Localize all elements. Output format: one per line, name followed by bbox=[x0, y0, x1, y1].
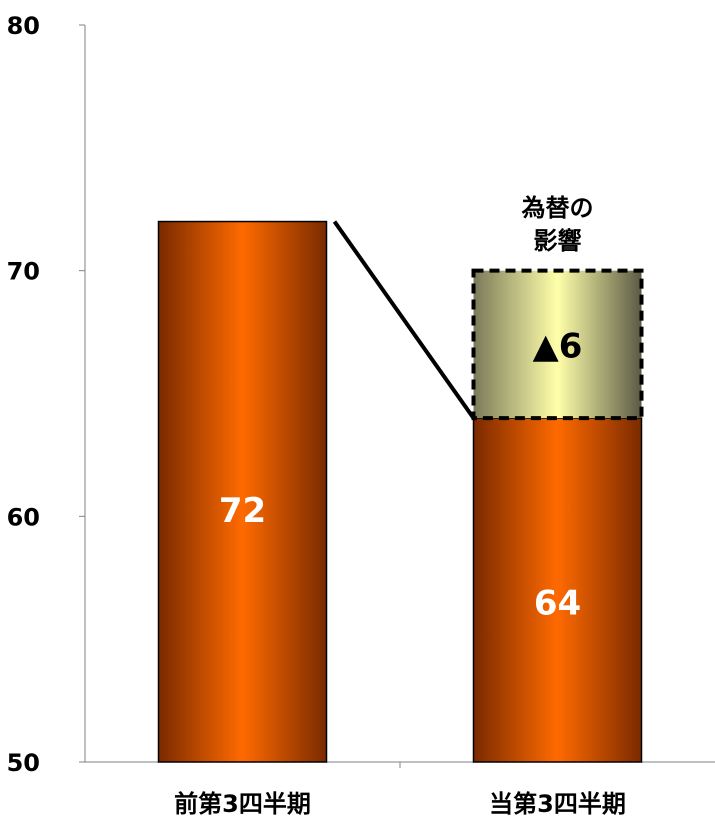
x-tick-label: 当第3四半期 bbox=[489, 790, 626, 818]
fx-effect-box bbox=[471, 268, 644, 421]
bar-value-label: 72 bbox=[219, 491, 266, 531]
axes: 50 60 70 80 bbox=[7, 12, 715, 777]
fx-title-line: 影響 bbox=[534, 227, 582, 255]
y-tick-label: 70 bbox=[7, 258, 40, 286]
x-tick-label: 前第3四半期 bbox=[174, 790, 311, 818]
connector-line bbox=[332, 220, 476, 420]
fx-value-label: ▲6 bbox=[533, 326, 583, 366]
bars bbox=[157, 220, 643, 763]
bar bbox=[157, 220, 328, 763]
y-tick-label: 60 bbox=[7, 503, 40, 531]
bar bbox=[472, 417, 643, 763]
y-tick-label: 50 bbox=[7, 749, 40, 777]
fx-effect bbox=[332, 220, 644, 421]
y-tick-label: 80 bbox=[7, 12, 40, 40]
bar-value-label: 64 bbox=[534, 583, 581, 623]
fx-title-line: 為替の bbox=[522, 194, 594, 222]
